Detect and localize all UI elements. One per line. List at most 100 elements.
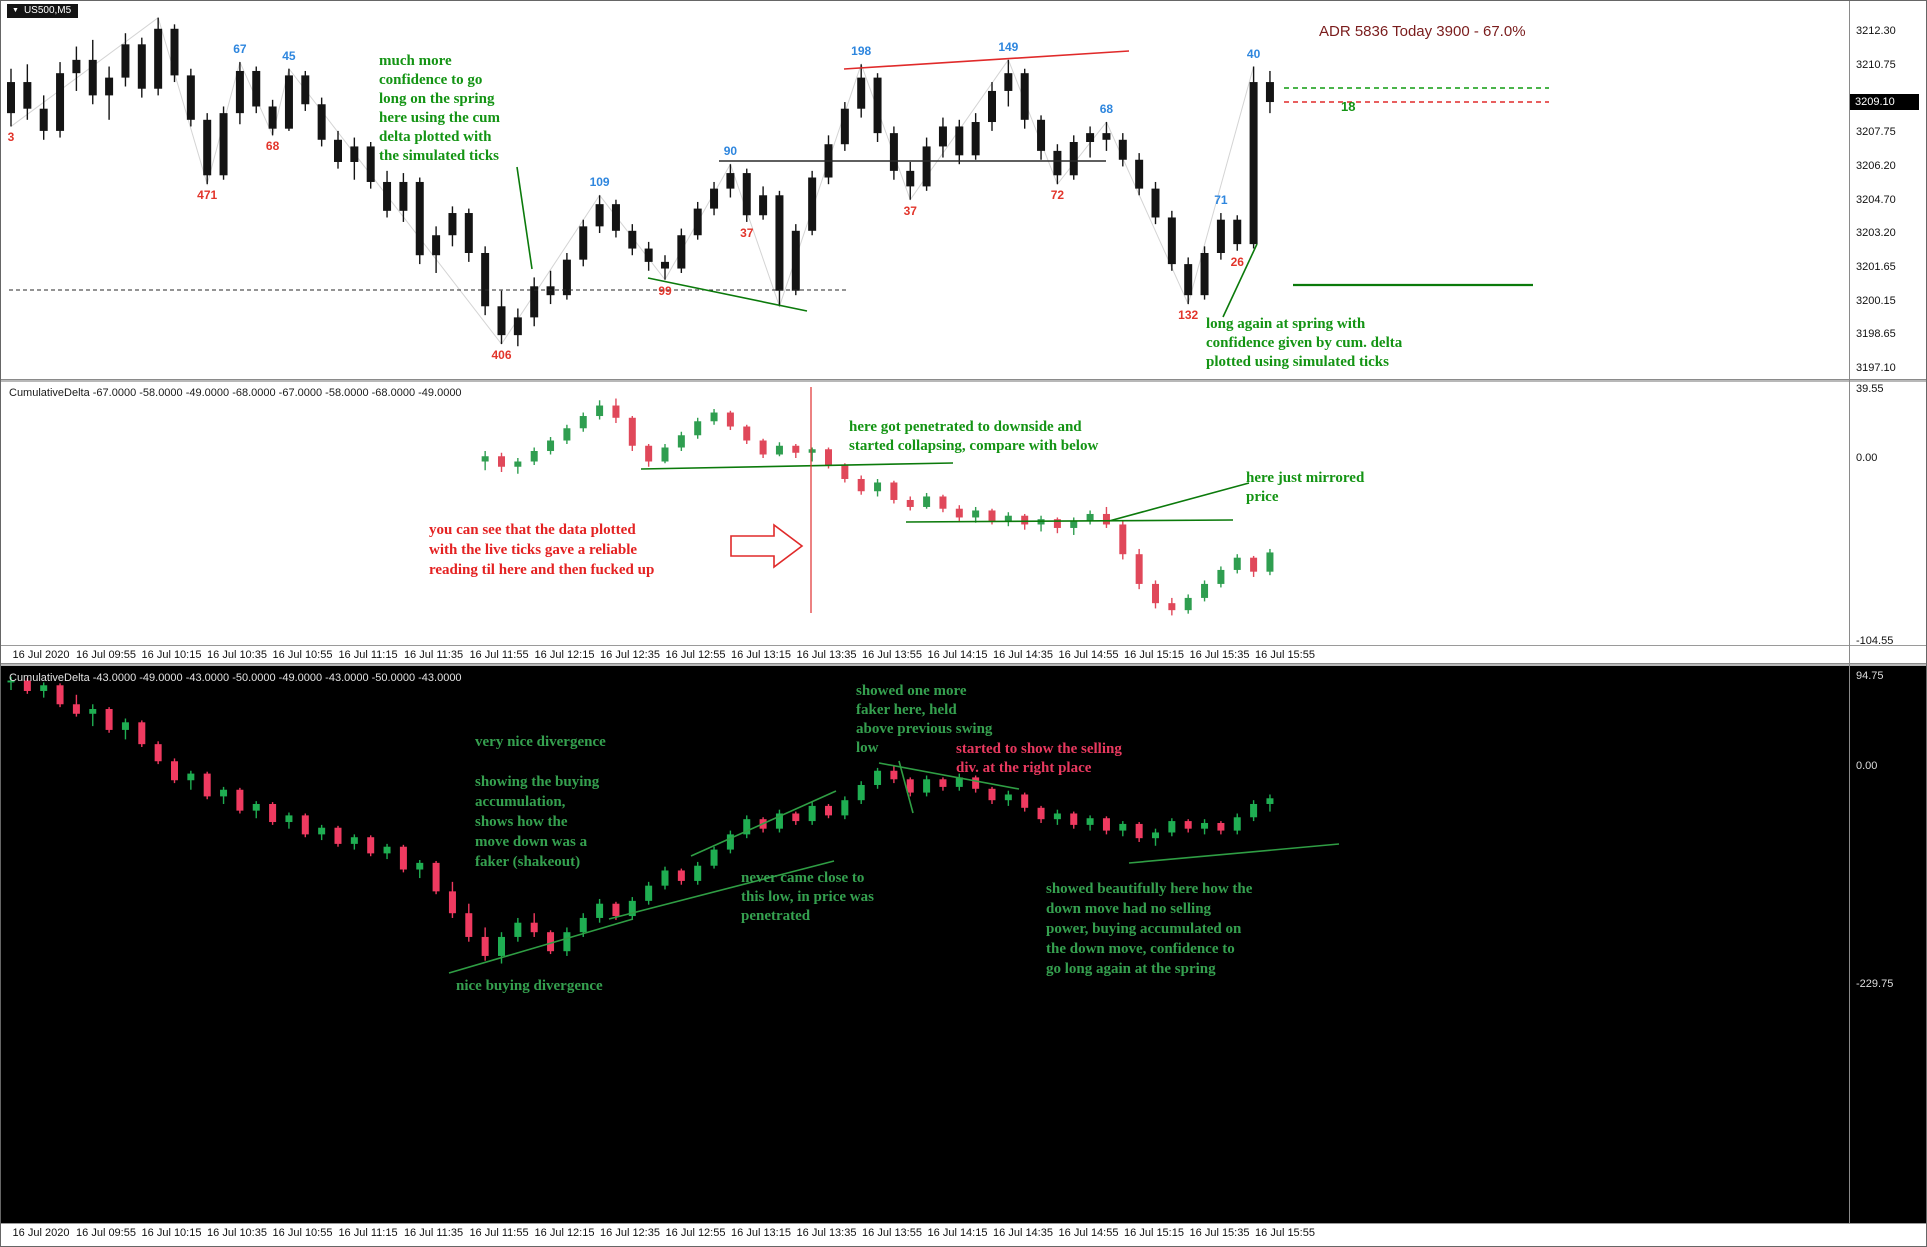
candle	[661, 870, 669, 886]
time-axis-label: 16 Jul 2020	[12, 649, 70, 661]
candle	[661, 447, 669, 462]
time-axis-label: 16 Jul 12:35	[600, 649, 660, 661]
candle	[841, 464, 849, 479]
time-axis-label: 16 Jul 13:55	[862, 1227, 922, 1239]
candle	[1053, 150, 1062, 176]
swing-count-label: 198	[851, 44, 872, 59]
candle	[40, 685, 48, 691]
candle	[694, 865, 702, 881]
candle	[890, 770, 898, 780]
candle	[611, 204, 620, 231]
time-axis-label: 16 Jul 14:15	[927, 1227, 988, 1239]
candle	[661, 261, 669, 269]
panel-divider-bottom[interactable]	[1, 663, 1926, 666]
candle	[906, 499, 914, 507]
trendline[interactable]	[1128, 843, 1340, 864]
candle	[236, 789, 244, 811]
trendline[interactable]	[843, 50, 1130, 70]
time-axis-middle[interactable]: 16 Jul 2020 16 Jul 09:55 16 Jul 10:15 16 Ju…	[1, 645, 1926, 663]
trendline[interactable]	[640, 462, 954, 470]
time-axis-label: 16 Jul 10:15	[141, 649, 202, 661]
candle	[1053, 813, 1061, 820]
candle	[922, 146, 931, 187]
swing-count-label: 3	[7, 130, 15, 145]
candle	[628, 230, 637, 249]
candle	[220, 789, 228, 797]
trendline[interactable]	[647, 277, 808, 312]
candle	[628, 900, 636, 917]
candle	[72, 704, 80, 714]
time-axis-bottom[interactable]: 16 Jul 2020 16 Jul 09:55 16 Jul 10:15 16 Ju…	[1, 1223, 1926, 1246]
candle	[808, 805, 816, 822]
cumulative-delta-live-panel[interactable]	[1, 382, 1849, 645]
candle	[612, 405, 620, 418]
swing-count-label: 471	[197, 188, 218, 203]
time-axis-label: 16 Jul 14:55	[1058, 1227, 1119, 1239]
candle	[1102, 513, 1110, 525]
trendline[interactable]	[608, 860, 835, 920]
candle	[1102, 133, 1111, 140]
trendline[interactable]	[878, 762, 1020, 790]
price-scale-label: 0.00	[1856, 452, 1878, 464]
candle	[284, 75, 293, 129]
candle	[464, 213, 473, 253]
candle	[825, 449, 832, 465]
swing-count-label: 71	[1214, 193, 1228, 208]
candle	[7, 82, 15, 114]
candle	[514, 461, 522, 467]
candle	[1249, 82, 1258, 245]
candle	[743, 426, 751, 441]
price-scale-label: 3207.75	[1856, 126, 1896, 138]
candle	[710, 849, 718, 866]
candle	[481, 936, 489, 956]
candle	[579, 416, 587, 429]
price-scale-label: -104.55	[1856, 634, 1894, 647]
time-axis-label: 16 Jul 11:55	[469, 649, 529, 661]
panel-divider-top[interactable]	[1, 379, 1926, 382]
candle	[1201, 583, 1209, 598]
price-scale-label: 3204.70	[1856, 193, 1896, 206]
time-axis-label: 16 Jul 10:55	[272, 649, 333, 661]
symbol-period-tab[interactable]: ▼ US500,M5	[7, 4, 79, 18]
price-scale-separator[interactable]	[1849, 1, 1850, 1223]
time-axis-label: 16 Jul 12:35	[600, 1227, 660, 1239]
trendline[interactable]	[1222, 243, 1258, 318]
candle	[350, 146, 359, 162]
cumulative-delta-live-canvas[interactable]	[1, 382, 1849, 645]
candle	[138, 722, 146, 745]
price-chart-canvas[interactable]	[1, 1, 1849, 379]
candle	[808, 177, 817, 231]
annotation-showed-beautifully: showed beautifully here how the down mov…	[1046, 881, 1253, 977]
trendline[interactable]	[448, 918, 634, 974]
swing-count-label: 99	[658, 283, 672, 298]
candle	[498, 456, 505, 467]
cumulative-delta-sim-canvas[interactable]	[1, 666, 1927, 1223]
candle	[465, 913, 473, 937]
zigzag-line	[10, 16, 1255, 345]
candle	[857, 784, 865, 801]
float-count-label: 18	[1341, 99, 1356, 114]
price-chart-panel[interactable]: 3 471 67 68 45 406 109 99 90 37 198 37 149 72 68 132 71 2…	[1, 1, 1849, 379]
candle	[1168, 821, 1176, 833]
candle	[759, 440, 767, 455]
cumulative-delta-sim-panel[interactable]	[1, 666, 1927, 1223]
candle	[742, 173, 751, 216]
trendline[interactable]	[898, 760, 914, 814]
trendline[interactable]	[690, 790, 837, 857]
candle	[938, 126, 947, 147]
cumulative-delta-live-header: CumulativeDelta -67.0000 -58.0000 -49.00…	[9, 387, 462, 399]
trendline[interactable]	[516, 166, 533, 270]
candle	[268, 106, 277, 129]
candle	[514, 922, 522, 937]
candle	[7, 680, 15, 683]
candle	[1168, 603, 1176, 611]
trendline[interactable]	[905, 519, 1234, 523]
time-axis-label: 16 Jul 11:15	[338, 649, 398, 661]
candle	[1201, 822, 1209, 829]
candle	[694, 421, 702, 436]
annotation-mirrored-price: here just mirrored price	[1246, 470, 1365, 505]
candle	[759, 195, 768, 216]
trendline[interactable]	[1108, 482, 1250, 522]
candle	[1070, 813, 1078, 825]
